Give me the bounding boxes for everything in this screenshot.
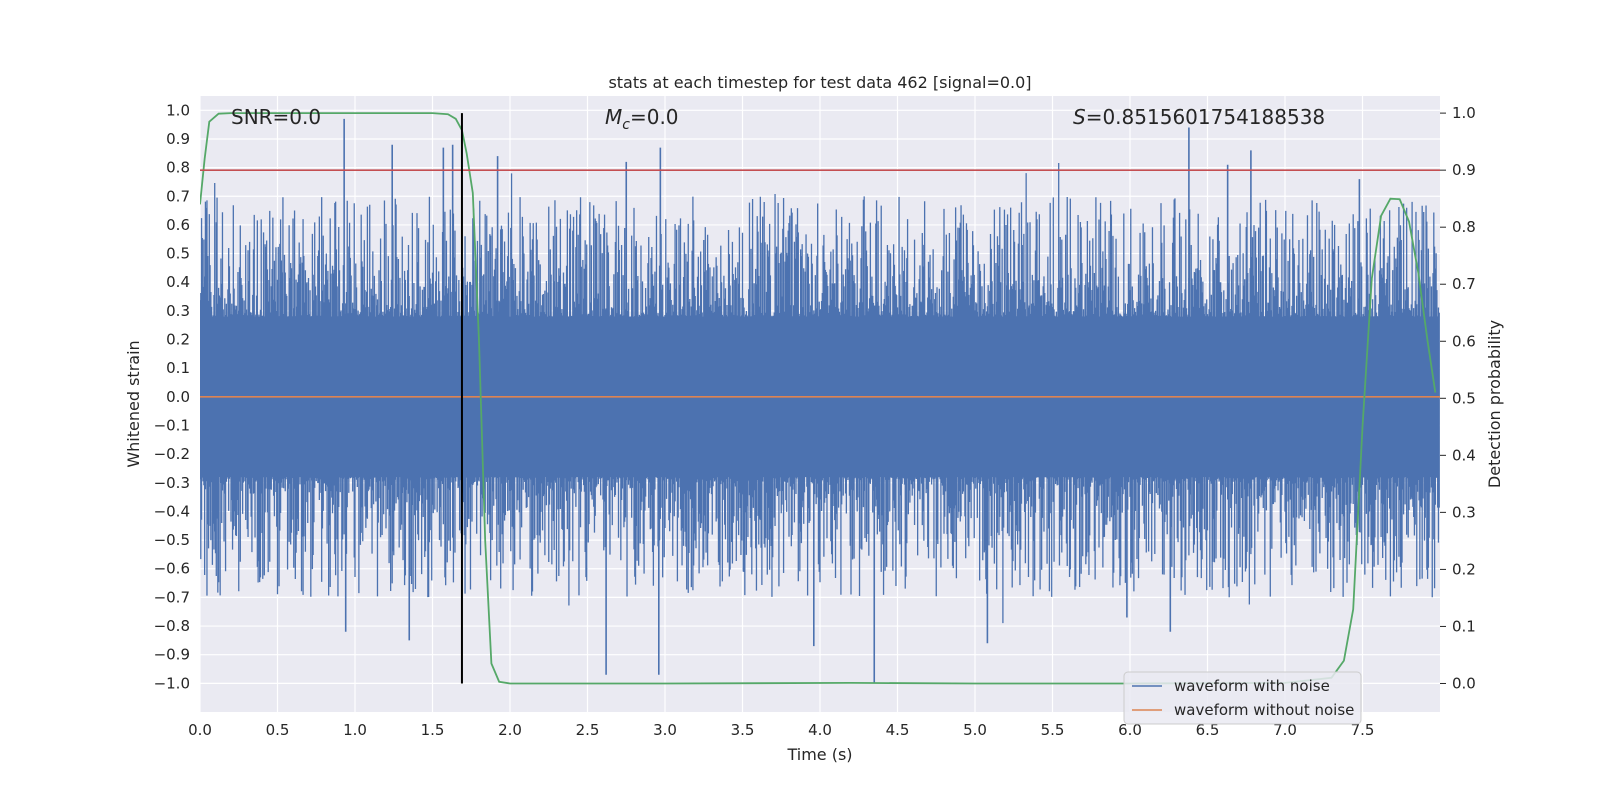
annotation-score: S=0.8515601754188538 [1073, 105, 1325, 129]
y-left-axis-label: Whitened strain [124, 340, 143, 467]
y-left-tick-label: 1.0 [166, 101, 190, 119]
y-left-axis-ticks: 1.0 0.9 0.8 0.7 0.6 0.5 0.4 0.3 0.2 0.1 0.0 −0.1 −0.… [154, 101, 190, 692]
y-left-tick-label: −0.5 [154, 531, 190, 549]
y-left-tick-label: −0.8 [154, 617, 190, 635]
y-right-tick-label: 0.8 [1452, 218, 1476, 236]
x-tick-label: 3.0 [653, 721, 677, 739]
y-left-tick-label: −1.0 [154, 674, 190, 692]
legend-label-without-noise: waveform without noise [1174, 701, 1354, 719]
y-left-tick-label: −0.7 [154, 588, 190, 606]
y-left-tick-label: −0.9 [154, 646, 190, 664]
y-left-tick-label: 0.3 [166, 302, 190, 320]
y-right-tick-label: 0.6 [1452, 332, 1476, 350]
y-right-axis-ticks: 1.0 0.9 0.8 0.7 0.6 0.5 0.4 0.3 0.2 0.1 0.0 [1440, 104, 1476, 692]
y-left-tick-label: 0.4 [166, 273, 190, 291]
y-left-tick-label: 0.8 [166, 159, 190, 177]
x-tick-label: 4.5 [886, 721, 910, 739]
x-tick-label: 1.5 [421, 721, 445, 739]
x-tick-label: 1.0 [343, 721, 367, 739]
detection-probability-line [200, 112, 1437, 685]
y-left-tick-label: 0.5 [166, 245, 190, 263]
x-tick-label: 2.5 [576, 721, 600, 739]
legend: waveform with noise waveform without noi… [1123, 671, 1362, 725]
y-right-tick-label: 0.5 [1452, 389, 1476, 407]
chirp-mass-symbol: M [605, 105, 622, 129]
y-left-tick-label: 0.7 [166, 187, 190, 205]
y-left-tick-label: 0.1 [166, 359, 190, 377]
score-symbol: S [1073, 105, 1086, 129]
x-tick-label: 3.5 [731, 721, 755, 739]
x-tick-label: 5.0 [963, 721, 987, 739]
x-axis-ticks: 0.0 0.5 1.0 1.5 2.0 2.5 3.0 3.5 4.0 4.5 5.0 5.5 6.0 6… [188, 721, 1374, 739]
x-tick-label: 4.0 [808, 721, 832, 739]
plot-content [200, 112, 1440, 685]
y-right-tick-label: 0.7 [1452, 275, 1476, 293]
y-right-tick-label: 0.1 [1452, 617, 1476, 635]
y-right-tick-label: 1.0 [1452, 104, 1476, 122]
annotation-snr: SNR=0.0 [231, 105, 321, 129]
x-tick-label: 5.5 [1041, 721, 1065, 739]
y-right-tick-label: 0.4 [1452, 446, 1476, 464]
y-left-tick-label: −0.3 [154, 474, 190, 492]
chirp-mass-subscript: c [622, 117, 630, 133]
y-left-tick-label: −0.2 [154, 445, 190, 463]
legend-label-with-noise: waveform with noise [1174, 677, 1330, 695]
x-tick-label: 6.5 [1196, 721, 1220, 739]
y-right-tick-label: 0.0 [1452, 674, 1476, 692]
annotation-chirp-mass: Mc=0.0 [605, 105, 679, 133]
x-tick-label: 0.0 [188, 721, 212, 739]
y-left-tick-label: −0.1 [154, 416, 190, 434]
legend-box [1123, 671, 1362, 725]
y-left-tick-label: 0.9 [166, 130, 190, 148]
x-tick-label: 0.5 [266, 721, 290, 739]
y-left-tick-label: 0.6 [166, 216, 190, 234]
x-tick-label: 2.0 [498, 721, 522, 739]
series-detection-probability [200, 112, 1437, 685]
chart-title: stats at each timestep for test data 462… [608, 73, 1031, 92]
y-left-tick-label: 0.2 [166, 331, 190, 349]
y-right-tick-label: 0.9 [1452, 161, 1476, 179]
y-left-tick-label: 0.0 [166, 388, 190, 406]
x-tick-label: 6.0 [1118, 721, 1142, 739]
y-right-tick-label: 0.2 [1452, 560, 1476, 578]
score-value: =0.8515601754188538 [1086, 105, 1325, 129]
y-right-axis-label: Detection probability [1485, 320, 1504, 488]
noise-trace [200, 162, 1440, 624]
chirp-mass-value: =0.0 [630, 105, 679, 129]
y-right-tick-label: 0.3 [1452, 503, 1476, 521]
y-left-tick-label: −0.6 [154, 560, 190, 578]
y-left-tick-label: −0.4 [154, 502, 190, 520]
x-axis-label: Time (s) [786, 745, 852, 764]
x-tick-label: 7.5 [1351, 721, 1375, 739]
series-waveform-with-noise [200, 118, 1440, 684]
x-tick-label: 7.0 [1273, 721, 1297, 739]
